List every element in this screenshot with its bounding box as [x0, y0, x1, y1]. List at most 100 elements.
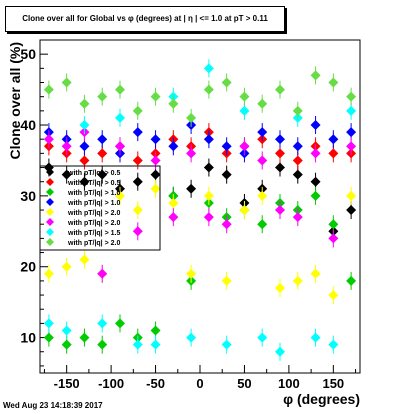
- x-tick-label: -100: [98, 376, 124, 391]
- data-point: [328, 290, 339, 301]
- data-point: [292, 105, 303, 116]
- data-point: [239, 105, 250, 116]
- data-point: [132, 339, 143, 350]
- data-point: [328, 219, 339, 230]
- data-point: [79, 120, 90, 131]
- legend-marker: [46, 228, 54, 236]
- data-point: [79, 176, 90, 187]
- data-point: [97, 134, 108, 145]
- y-tick-label: 10: [20, 330, 36, 346]
- legend-marker: [46, 198, 54, 206]
- data-point: [292, 169, 303, 180]
- legend-marker: [46, 238, 54, 246]
- data-point: [275, 84, 285, 95]
- legend-marker: [46, 208, 54, 216]
- y-tick-label: 40: [20, 117, 36, 133]
- data-point: [275, 205, 285, 216]
- y-tick-label: 50: [20, 46, 36, 62]
- legend: with pT/|q| > 0.5 with pT/|q| > 0.5 with p…: [39, 165, 161, 251]
- data-point: [203, 84, 214, 95]
- legend-label: with pT/|q| > 1.0: [67, 200, 120, 207]
- legend-label: with pT/|q| > 0.5: [67, 180, 120, 187]
- data-point: [257, 332, 268, 343]
- data-point: [79, 254, 90, 265]
- data-point: [346, 141, 357, 152]
- data-point: [275, 148, 285, 159]
- data-point: [346, 91, 357, 102]
- data-point: [168, 141, 179, 152]
- data-point: [275, 346, 285, 357]
- data-point: [310, 70, 321, 81]
- data-point: [346, 205, 357, 216]
- data-point: [61, 339, 72, 350]
- data-point: [221, 339, 232, 350]
- data-point: [275, 282, 285, 293]
- data-point: [221, 141, 232, 152]
- data-point: [186, 148, 197, 159]
- data-point: [310, 176, 321, 187]
- data-point: [115, 190, 125, 201]
- legend-box: [39, 165, 161, 251]
- data-point: [310, 148, 321, 159]
- data-point: [186, 332, 197, 343]
- legend-label: with pT/|q| > 2.0: [67, 220, 120, 227]
- legend-label: with pT/|q| > 0.5: [67, 170, 120, 177]
- data-point: [257, 127, 268, 138]
- data-point: [346, 275, 357, 286]
- y-tick-label: 20: [20, 259, 36, 275]
- legend-label: with pT/|q| > 2.0: [67, 240, 120, 247]
- data-point: [203, 190, 214, 201]
- x-tick-label: 50: [237, 376, 251, 391]
- data-point: [292, 141, 303, 152]
- data-point: [275, 162, 285, 173]
- data-point: [132, 226, 143, 237]
- data-point: [186, 268, 197, 279]
- data-point: [97, 318, 108, 329]
- data-point: [150, 169, 161, 180]
- data-point: [257, 190, 268, 201]
- data-point: [292, 155, 303, 166]
- data-points: [43, 59, 357, 361]
- data-point: [203, 212, 214, 223]
- data-point: [203, 134, 214, 145]
- data-point: [346, 127, 357, 138]
- axis-ticks: -150 -100 -50 0 50 100 150 10 20 30 40 50: [20, 39, 357, 391]
- data-point: [328, 148, 339, 159]
- data-point: [115, 141, 125, 152]
- data-point: [328, 339, 339, 350]
- x-tick-label: 150: [322, 376, 344, 391]
- data-point: [115, 318, 125, 329]
- data-point: [328, 134, 339, 145]
- data-point: [79, 98, 90, 109]
- data-point: [292, 212, 303, 223]
- data-point: [186, 112, 197, 123]
- data-point: [168, 197, 179, 208]
- legend-marker: [46, 218, 54, 226]
- data-point: [168, 212, 179, 223]
- data-point: [61, 325, 72, 336]
- data-point: [239, 91, 250, 102]
- data-point: [132, 176, 143, 187]
- data-point: [292, 275, 303, 286]
- data-point: [239, 141, 250, 152]
- x-tick-label: 100: [278, 376, 300, 391]
- x-axis-label: φ (degrees): [283, 391, 360, 407]
- legend-marker: [46, 188, 54, 196]
- data-point: [150, 183, 161, 194]
- data-point: [61, 169, 72, 180]
- y-axis-label: Clone over all (%): [7, 42, 23, 159]
- data-point: [132, 127, 143, 138]
- data-point: [150, 91, 161, 102]
- data-point: [43, 84, 54, 95]
- data-point: [150, 134, 161, 145]
- data-point: [43, 318, 54, 329]
- data-point: [150, 339, 161, 350]
- data-point: [239, 205, 250, 216]
- data-point: [132, 105, 143, 116]
- data-point: [203, 162, 214, 173]
- data-point: [221, 275, 232, 286]
- chart-title: Clone over all for Global vs φ (degrees)…: [5, 6, 285, 32]
- data-point: [97, 91, 108, 102]
- data-point: [97, 148, 108, 159]
